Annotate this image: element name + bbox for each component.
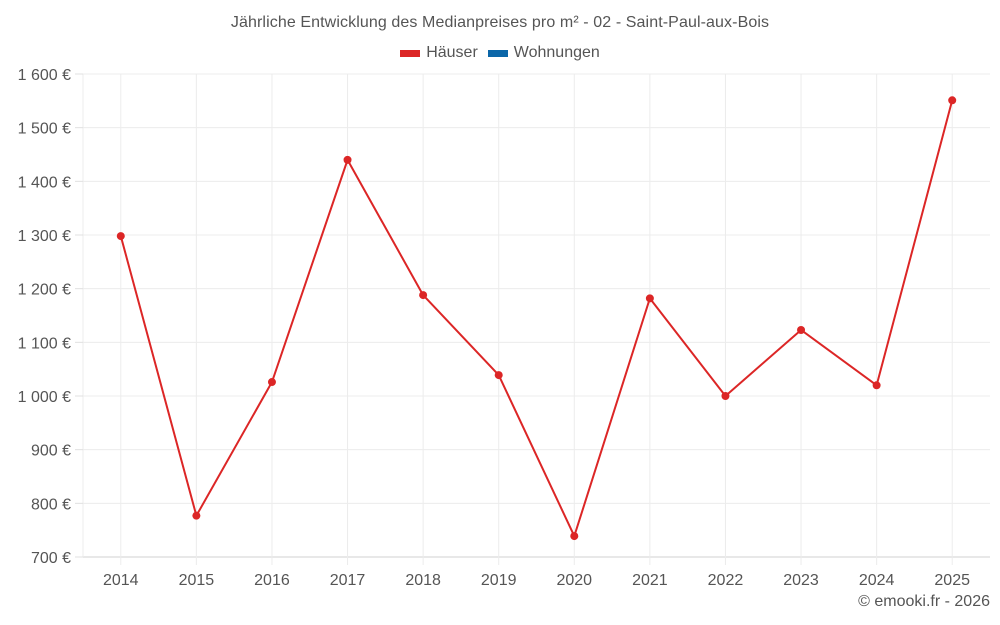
data-point	[721, 392, 730, 400]
x-tick-label: 2024	[859, 572, 895, 589]
grid	[82, 73, 990, 565]
y-axis: 700 € 800 € 900 € 1 000 € 1 100 € 1 200 € 1 30…	[18, 67, 83, 567]
legend-label-wohnungen: Wohnungen	[513, 44, 600, 61]
y-tick-label: 900 €	[31, 443, 71, 460]
data-point	[116, 232, 125, 241]
data-point	[267, 378, 276, 387]
y-tick-label: 1 600 €	[18, 67, 71, 84]
legend-item-haeuser[interactable]: Häuser	[400, 44, 478, 62]
x-tick-label: 2014	[103, 572, 139, 589]
x-tick-label: 2018	[405, 572, 441, 589]
y-tick-label: 1 500 €	[18, 121, 71, 138]
y-tick-label: 1 000 €	[18, 389, 71, 406]
data-point	[192, 511, 201, 520]
credit-text: © emooki.fr - 2026	[858, 593, 990, 610]
y-tick-label: 700 €	[31, 550, 71, 567]
y-tick-label: 1 200 €	[18, 282, 71, 299]
legend-item-wohnungen[interactable]: Wohnungen	[487, 44, 600, 62]
data-point	[872, 381, 881, 390]
x-tick-label: 2023	[783, 572, 819, 589]
data-point	[645, 294, 654, 303]
data-point	[419, 291, 428, 300]
y-tick-label: 1 400 €	[18, 174, 71, 191]
legend-label-haeuser: Häuser	[426, 44, 478, 61]
x-tick-label: 2016	[254, 572, 290, 589]
x-tick-label: 2020	[556, 572, 592, 589]
data-point	[343, 155, 352, 164]
chart-title: Jährliche Entwicklung des Medianpreises …	[230, 14, 770, 31]
data-point	[494, 371, 503, 380]
x-tick-label: 2025	[934, 572, 970, 589]
x-tick-label: 2017	[330, 572, 366, 589]
series-line-haeuser	[119, 100, 954, 538]
series-haeuser	[116, 96, 957, 541]
y-tick-label: 1 100 €	[18, 335, 71, 352]
legend-swatch-haeuser	[400, 49, 421, 57]
data-point	[797, 325, 806, 334]
legend: Häuser Wohnungen	[0, 44, 1000, 62]
x-axis: 2014 2015 2016 2017 2018 2019 2020 2021 2022 2023…	[103, 572, 970, 589]
x-tick-label: 2015	[179, 572, 215, 589]
x-tick-label: 2019	[481, 572, 517, 589]
data-point	[948, 96, 957, 105]
x-tick-label: 2022	[708, 572, 744, 589]
legend-swatch-wohnungen	[487, 49, 508, 57]
y-tick-label: 1 300 €	[18, 228, 71, 245]
x-tick-label: 2021	[632, 572, 668, 589]
data-point	[570, 532, 579, 541]
y-tick-label: 800 €	[31, 496, 71, 513]
